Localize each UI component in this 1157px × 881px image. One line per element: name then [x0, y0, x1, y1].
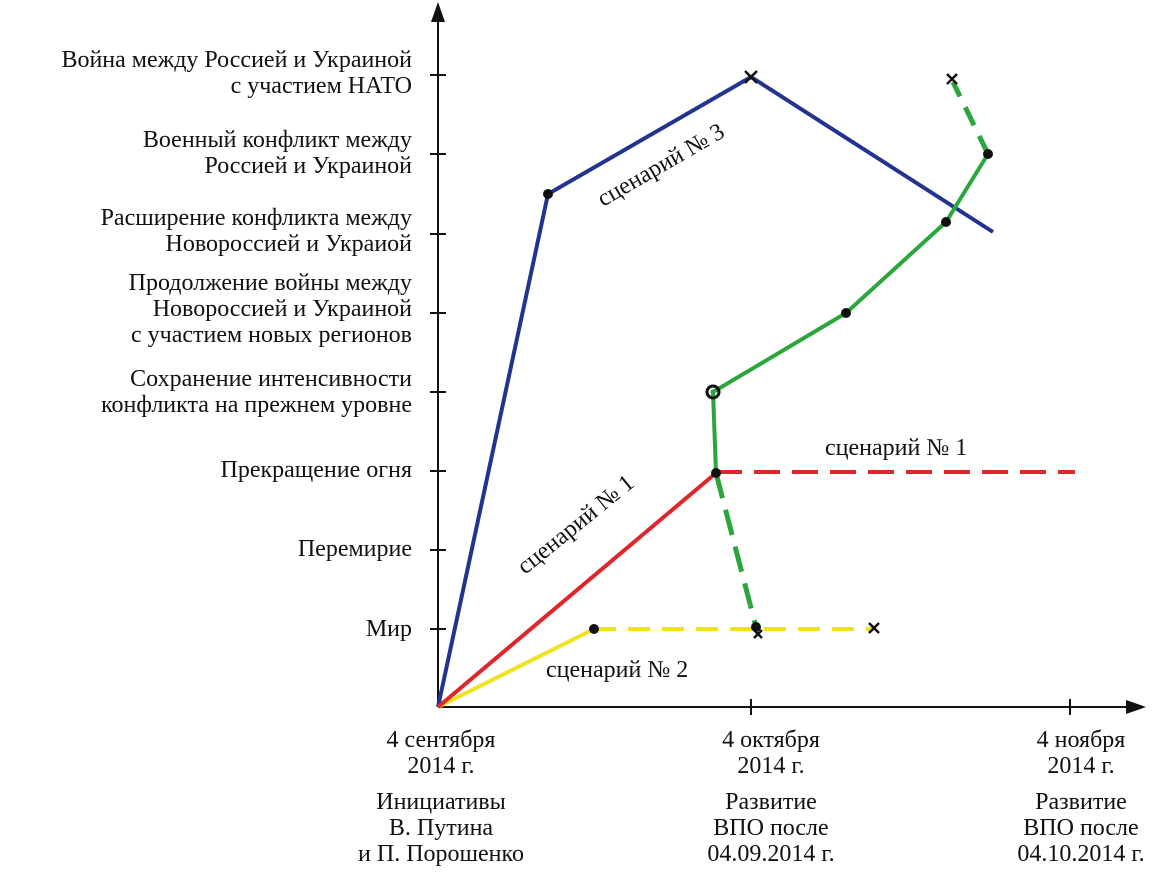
x-date-oct-line1: 4 октября [722, 727, 820, 753]
y-label-peremirie: Перемирие [297, 536, 412, 562]
x-caption-sept-spacer [358, 779, 524, 789]
y-label-ceasefire: Прекращение огня [220, 457, 413, 483]
x-caption-oct-line2: ВПО после [713, 815, 829, 841]
x-caption-sept-line1: Инициативы [376, 789, 506, 815]
x-axis-arrow [1126, 700, 1146, 714]
x-date-nov-line1: 4 ноября [1036, 727, 1126, 753]
point-green-4 [983, 149, 993, 159]
y-axis-arrow [431, 2, 445, 22]
x-caption-nov-spacer [1017, 779, 1144, 789]
x-caption-nov-line1: Развитие [1035, 789, 1127, 815]
point-green-2 [841, 308, 851, 318]
y-label-war-nato: Война между Россией и Украиной с участие… [61, 47, 412, 99]
y-ticks [430, 74, 446, 630]
scenario-1-line [436, 471, 718, 709]
x-caption-oct-line3: 04.09.2014 г. [707, 841, 835, 867]
y-label-same-intensity: Сохранение интенсивности конфликта на пр… [101, 366, 412, 418]
x-ticks [750, 699, 1071, 715]
green-path-dashed-up [950, 80, 991, 156]
x-label-oct: 4 октября 2014 г. Развитие ВПО после 04.… [707, 727, 834, 867]
x-mark-yellow-end [868, 622, 880, 634]
points [543, 149, 993, 634]
x-caption-sept-line2: В. Путина [388, 815, 494, 841]
y-label-mir: Мир [365, 616, 412, 642]
x-mark-green-mir [753, 629, 763, 639]
scenario-3-line [436, 74, 995, 708]
y-label-conflict-expansion: Расширение конфликта между Новороссией и… [100, 205, 412, 257]
y-label-military-conflict: Военный конфликт между Россией и Украино… [142, 127, 412, 179]
x-caption-oct-line1: Развитие [725, 789, 817, 815]
x-caption-sept-line3: и П. Порошенко [358, 841, 524, 867]
label-scenario-1-flat: сценарий № 1 [825, 435, 967, 461]
x-caption-nov-line3: 04.10.2014 г. [1017, 841, 1145, 867]
point-same-ring [705, 384, 721, 400]
point-green-3 [941, 217, 951, 227]
x-marks [744, 70, 958, 639]
x-label-nov: 4 ноября 2014 г. Развитие ВПО после 04.1… [1017, 727, 1144, 867]
point-mir-oct [751, 622, 761, 632]
label-scenario-3: сценарий № 3 [593, 119, 729, 213]
scenario-2-line [437, 627, 595, 709]
x-date-nov-line2: 2014 г. [1047, 753, 1115, 779]
y-label-war-continuation: Продолжение войны между Новороссией и Ук… [128, 270, 412, 348]
x-date-sept-line2: 2014 г. [407, 753, 475, 779]
point-yellow-1 [589, 624, 599, 634]
x-date-oct-line2: 2014 г. [737, 753, 805, 779]
x-label-sept: 4 сентября 2014 г. Инициативы В. Путина … [358, 727, 524, 867]
green-path-dashed-down [713, 472, 759, 628]
x-caption-oct-spacer [707, 779, 834, 789]
x-date-sept-line1: 4 сентября [386, 727, 496, 753]
point-ceasefire [711, 468, 721, 478]
x-mark-green-top [946, 73, 958, 85]
x-mark-blue-peak [744, 70, 758, 84]
label-scenario-2: сценарий № 2 [546, 657, 688, 683]
point-same-center [710, 389, 716, 395]
point-blue-1 [543, 189, 553, 199]
label-scenario-1-diagonal: сценарий № 1 [512, 470, 639, 580]
x-caption-nov-line2: ВПО после [1023, 815, 1139, 841]
